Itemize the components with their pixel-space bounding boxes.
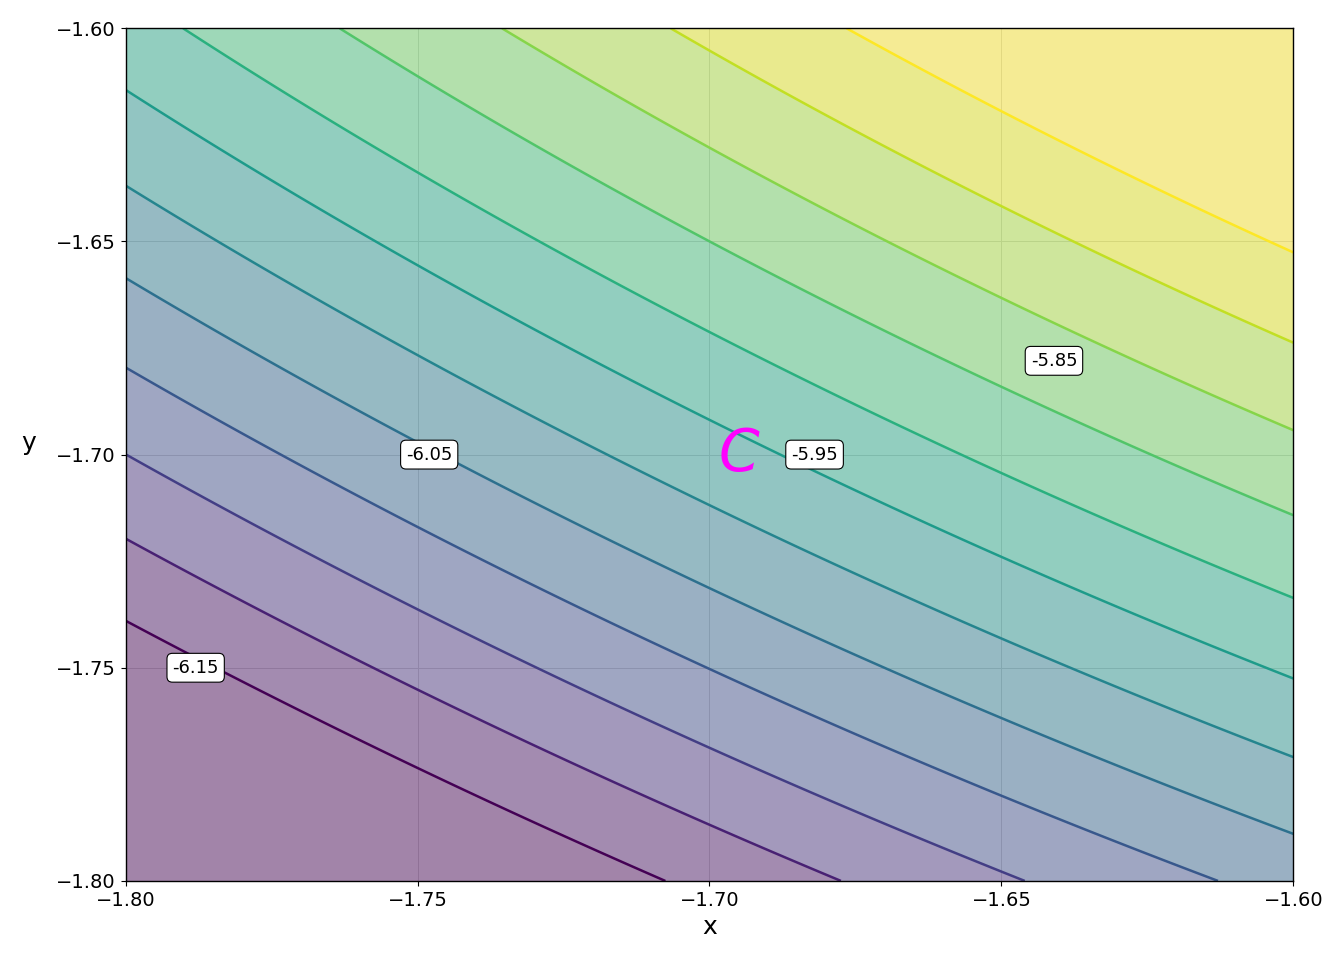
Y-axis label: y: y [22,431,35,455]
X-axis label: x: x [702,915,716,939]
Text: -6.15: -6.15 [172,659,219,677]
Text: -6.05: -6.05 [406,445,453,464]
Text: -5.85: -5.85 [1031,351,1078,370]
Text: -5.95: -5.95 [792,445,837,464]
Text: C: C [718,426,759,483]
